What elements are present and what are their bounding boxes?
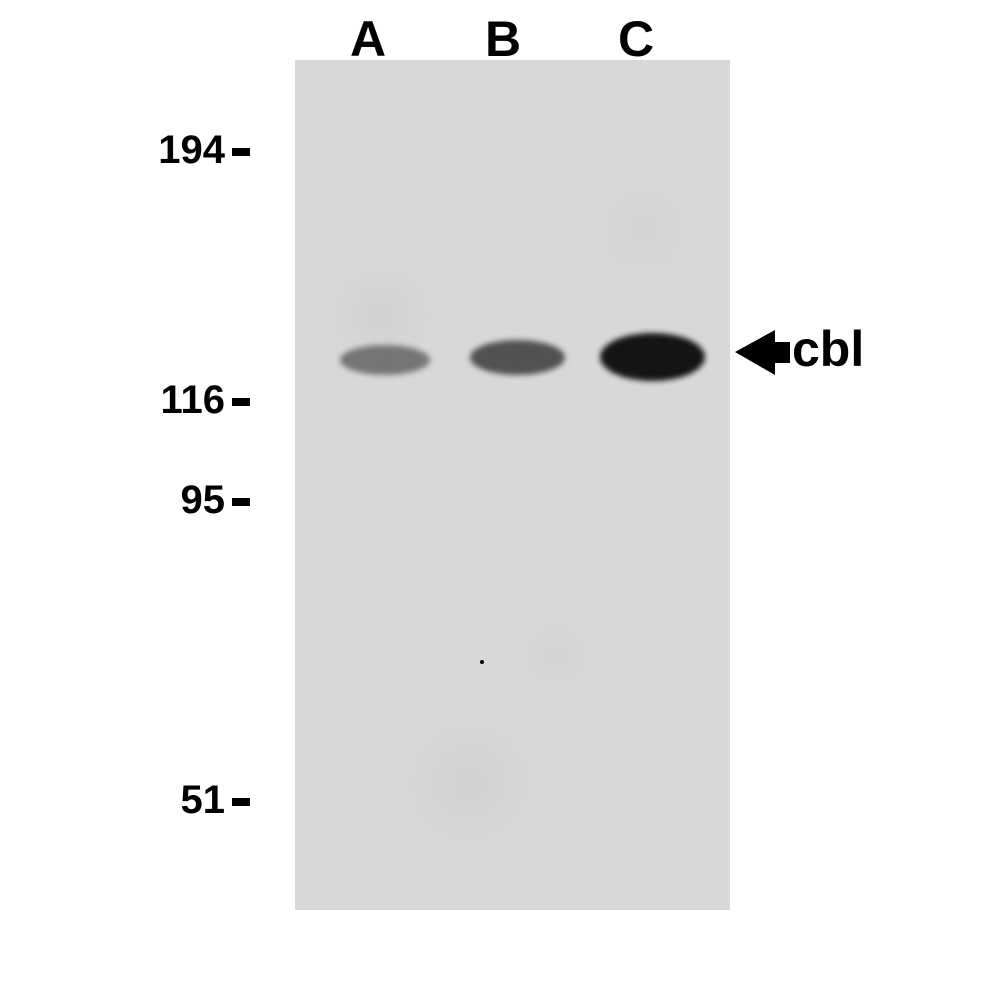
mw-label-116: 116 — [125, 378, 225, 423]
mw-tick-116 — [232, 398, 250, 406]
mw-label-95: 95 — [125, 478, 225, 523]
band-lane-a — [340, 345, 430, 375]
mw-label-51: 51 — [125, 778, 225, 823]
band-lane-c — [600, 333, 705, 381]
blot-container: A B C 194 116 95 51 cbl — [0, 0, 1000, 1000]
protein-label: cbl — [792, 320, 864, 378]
lane-label-a: A — [350, 10, 386, 68]
mw-tick-194 — [232, 148, 250, 156]
lane-label-c: C — [618, 10, 654, 68]
mw-label-194: 194 — [125, 128, 225, 173]
blot-membrane — [295, 60, 730, 910]
band-lane-b — [470, 340, 565, 375]
artifact-dot — [480, 660, 484, 664]
lane-label-b: B — [485, 10, 521, 68]
protein-arrow-icon — [735, 330, 790, 380]
mw-tick-95 — [232, 498, 250, 506]
mw-tick-51 — [232, 798, 250, 806]
blot-noise-texture — [295, 60, 730, 910]
